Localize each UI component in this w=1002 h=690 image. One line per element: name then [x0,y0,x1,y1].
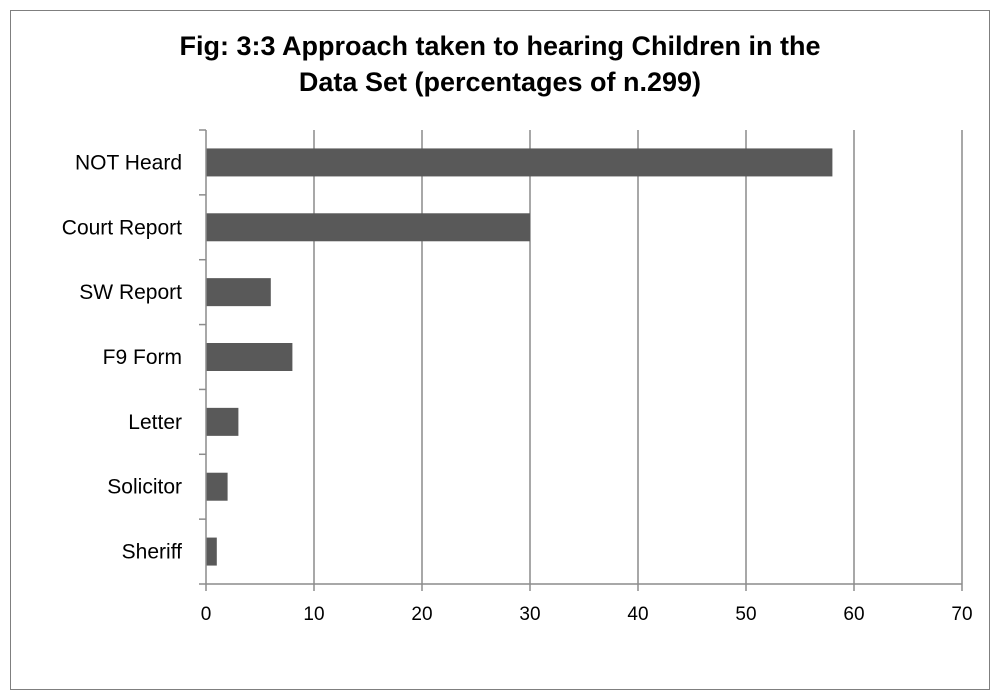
bar-not-heard [206,148,833,177]
chart-title: Fig: 3:3 Approach taken to hearing Child… [10,28,990,100]
x-tick-label: 20 [411,604,432,625]
category-label: NOT Heard [75,151,182,174]
bar-f9-form [206,343,293,371]
bar-letter [206,407,239,436]
x-tick-label: 70 [951,604,972,625]
x-tick-label: 50 [735,604,756,625]
category-label: Sheriff [122,541,182,564]
bar-court-report [206,213,530,242]
gridlines [313,130,963,584]
category-label: Court Report [62,216,182,239]
x-tick-label: 40 [627,604,648,625]
axes [199,129,963,591]
x-tick-label: 0 [201,604,212,625]
bars [206,148,833,566]
tick-labels: 0 10 20 30 40 50 60 70 [201,604,973,625]
category-labels: NOT Heard Court Report SW Report F9 Form Let… [62,151,182,563]
category-label: Solicitor [107,476,182,499]
category-label: SW Report [79,281,182,304]
chart-frame [10,10,990,690]
x-tick-label: 30 [519,604,540,625]
chart-title-line-2: Data Set (percentages of n.299) [298,67,702,97]
x-tick-label: 10 [303,604,324,625]
category-label: Letter [128,411,182,434]
bar-solicitor [206,472,228,501]
chart-title-line-1: Fig: 3:3 Approach taken to hearing Child… [179,31,821,61]
bar-sw-report [206,278,271,307]
x-tick-label: 60 [843,604,864,625]
bar-sheriff [206,537,217,566]
category-label: F9 Form [103,346,182,369]
